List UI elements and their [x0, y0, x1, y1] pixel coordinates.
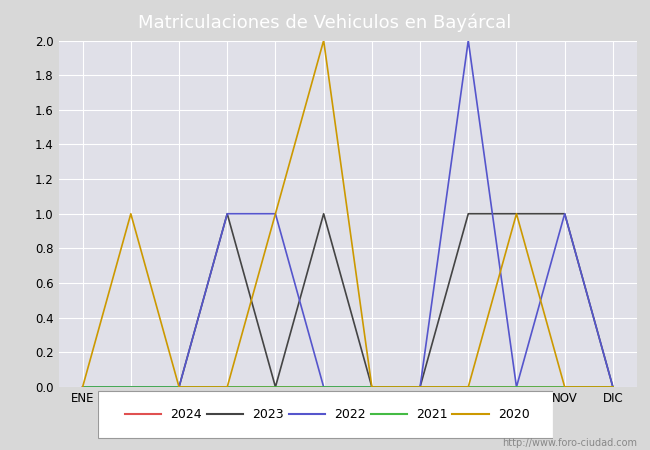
Text: 2023: 2023 [252, 408, 284, 420]
Text: 2021: 2021 [416, 408, 448, 420]
Text: 2020: 2020 [498, 408, 530, 420]
Text: http://www.foro-ciudad.com: http://www.foro-ciudad.com [502, 438, 637, 448]
Text: Matriculaciones de Vehiculos en Bayárcal: Matriculaciones de Vehiculos en Bayárcal [138, 13, 512, 32]
Text: 2024: 2024 [170, 408, 202, 420]
Text: 2022: 2022 [334, 408, 366, 420]
Bar [98, 391, 552, 438]
